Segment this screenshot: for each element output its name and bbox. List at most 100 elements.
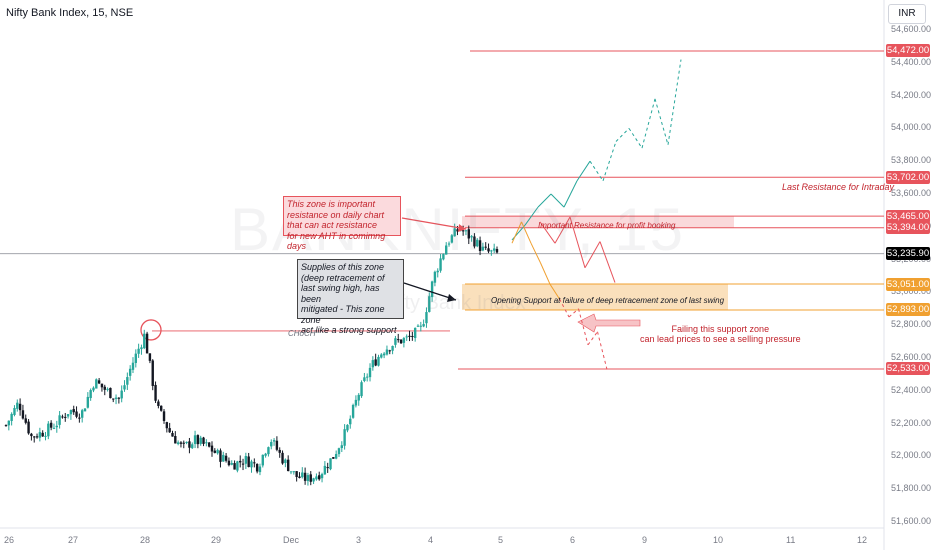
- candle-body: [312, 478, 315, 482]
- candle-body: [332, 457, 335, 459]
- candle-body: [160, 405, 163, 411]
- candle-body: [351, 404, 355, 418]
- support-note-arrowhead: [447, 294, 456, 302]
- bullish-projection-segment: [615, 128, 630, 142]
- candle-body: [450, 235, 454, 243]
- price-level-tag: 54,472.00: [886, 44, 930, 58]
- candle-body: [439, 258, 442, 271]
- candle-body: [219, 450, 222, 462]
- candle-body: [413, 327, 417, 339]
- fail-support-line2: can lead prices to see a selling pressur…: [640, 334, 801, 344]
- candle-body: [86, 396, 90, 408]
- candle-body: [357, 394, 360, 401]
- candle-body: [44, 435, 47, 437]
- bullish-projection-segment: [654, 98, 669, 145]
- candle-body: [112, 398, 115, 400]
- x-tick-label: 3: [356, 535, 362, 545]
- candle-body: [453, 228, 456, 237]
- candle-body: [114, 397, 118, 399]
- price-level-tag: 52,893.00: [886, 303, 930, 317]
- candle-body: [340, 445, 343, 449]
- candle-body: [329, 458, 332, 470]
- candle-body: [315, 476, 318, 480]
- candle-body: [126, 377, 129, 385]
- candle-body: [244, 456, 248, 464]
- candle-body: [196, 435, 200, 445]
- currency-button[interactable]: INR: [888, 4, 926, 24]
- candle-body: [411, 336, 414, 338]
- candle-body: [182, 442, 185, 444]
- candle-body: [301, 472, 304, 478]
- y-tick-label: 52,400.00: [891, 384, 932, 395]
- candle-body: [343, 429, 346, 446]
- candle-body: [154, 384, 157, 401]
- candle-body: [230, 463, 233, 465]
- bullish-projection-segment: [550, 193, 565, 208]
- candle-body: [326, 467, 329, 469]
- candle-body: [7, 420, 11, 426]
- candle-body: [165, 422, 169, 429]
- candle-body: [464, 230, 468, 232]
- candle-body: [205, 442, 208, 444]
- candle-body: [318, 475, 321, 480]
- bearish-projection-segment: [530, 242, 541, 264]
- candle-body: [109, 387, 112, 399]
- resistance-note[interactable]: This zone is important resistance on dai…: [283, 196, 401, 251]
- candle-body: [467, 229, 470, 239]
- candle-body: [247, 456, 250, 468]
- y-tick-label: 52,000.00: [891, 450, 932, 461]
- y-tick-label: 54,400.00: [891, 56, 932, 67]
- candle-body: [193, 435, 197, 444]
- candle-body: [95, 379, 98, 389]
- symbol-title[interactable]: Nifty Bank Index, 15, NSE: [6, 7, 134, 19]
- candle-body: [309, 474, 312, 482]
- candle-body: [447, 243, 451, 245]
- candle-body: [134, 353, 138, 363]
- candle-body: [224, 455, 228, 461]
- candle-body: [131, 362, 135, 370]
- candle-body: [284, 459, 287, 463]
- fail-support-line1: Failing this support zone: [671, 324, 770, 334]
- candle-body: [123, 385, 126, 390]
- candle-body: [416, 325, 420, 327]
- last-resistance-label: Last Resistance for Intraday: [782, 182, 895, 192]
- support-zone-label: Opening Support at failure of deep retra…: [491, 296, 725, 305]
- bullish-projection-segment: [563, 180, 578, 208]
- candle-body: [174, 436, 177, 444]
- candle-body: [428, 296, 431, 312]
- y-tick-label: 51,800.00: [891, 483, 932, 494]
- candle-body: [233, 463, 236, 470]
- candle-body: [349, 418, 352, 425]
- candle-body: [382, 353, 386, 356]
- candle-body: [78, 417, 81, 419]
- candle-body: [66, 414, 70, 417]
- x-tick-label: 5: [498, 535, 504, 545]
- candle-body: [202, 437, 205, 444]
- candle-body: [402, 338, 406, 343]
- resistance-note-arrow: [401, 217, 467, 230]
- x-tick-label: 11: [786, 535, 796, 545]
- y-tick-label: 53,600.00: [891, 188, 932, 198]
- candle-body: [179, 442, 183, 444]
- bearish-projection-segment: [549, 283, 560, 300]
- price-level-tag: 53,702.00: [886, 170, 930, 184]
- support-note[interactable]: Supplies of this zone (deep retracement …: [297, 259, 404, 335]
- candle-body: [492, 248, 496, 251]
- candle-body: [162, 411, 166, 421]
- candle-body: [41, 432, 44, 437]
- candle-body: [97, 380, 101, 384]
- candle-body: [151, 360, 154, 386]
- candle-body: [171, 432, 174, 437]
- resistance-rejection-segment: [599, 241, 616, 283]
- candle-body: [385, 349, 389, 355]
- candle-body: [408, 335, 411, 337]
- bearish-projection-segment: [540, 262, 551, 285]
- candle-body: [490, 250, 493, 252]
- candle-body: [18, 403, 22, 411]
- candle-body: [286, 459, 290, 472]
- support-note-arrow: [403, 282, 457, 301]
- bullish-projection-segment: [576, 160, 591, 182]
- candle-body: [52, 427, 56, 429]
